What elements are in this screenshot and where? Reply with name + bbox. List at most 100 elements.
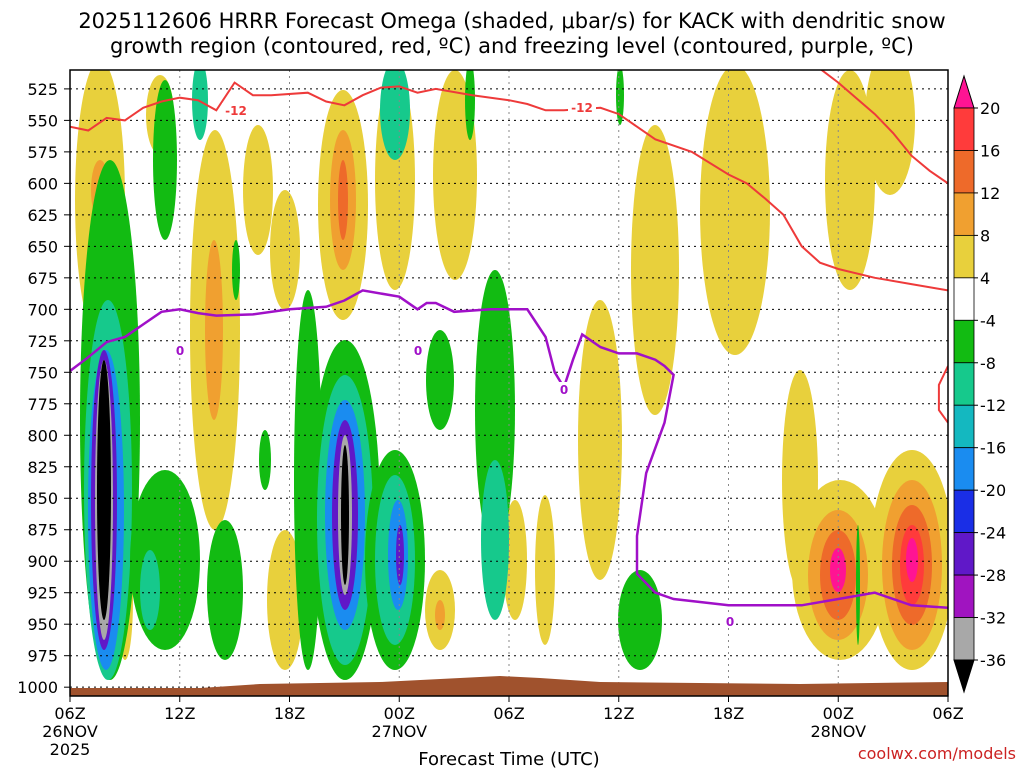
colorbar-tick-label: 16 bbox=[980, 141, 1000, 160]
omega-negative-area bbox=[396, 525, 404, 585]
terrain-strip bbox=[70, 676, 948, 696]
colorbar-swatch bbox=[953, 277, 975, 321]
omega-negative-area bbox=[481, 460, 509, 620]
omega-negative-area bbox=[207, 520, 243, 660]
colorbar-tick-label: 12 bbox=[980, 184, 1000, 203]
x-tick-label: 06Z bbox=[54, 704, 85, 723]
colorbar-swatch bbox=[953, 362, 975, 406]
y-tick-label: 825 bbox=[27, 458, 58, 477]
omega-negative-area bbox=[341, 445, 349, 585]
omega-negative-area bbox=[97, 360, 111, 620]
colorbar-tick-label: -8 bbox=[980, 354, 996, 373]
y-tick-label: 675 bbox=[27, 269, 58, 288]
colorbar-swatch bbox=[953, 150, 975, 194]
omega-positive-area bbox=[270, 190, 300, 310]
omega-negative-area bbox=[616, 70, 624, 125]
x-axis-label: Forecast Time (UTC) bbox=[418, 749, 599, 768]
omega-positive-area bbox=[338, 160, 348, 240]
colorbar-tick-label: -36 bbox=[980, 651, 1006, 670]
omega-negative-area bbox=[130, 470, 200, 650]
colorbar: 20 16 12 8 4 -4 -8 -12 -16 -20 -24 -28 -32 -36 bbox=[953, 74, 1006, 694]
y-tick-label: 550 bbox=[27, 111, 58, 130]
y-tick-label: 750 bbox=[27, 363, 58, 382]
omega-negative-area bbox=[153, 80, 177, 240]
omega-negative-area bbox=[465, 70, 475, 140]
omega-negative-area bbox=[140, 550, 160, 630]
dgz-contour-line bbox=[937, 365, 948, 424]
omega-positive-area bbox=[578, 300, 622, 580]
freezing-contour-label: 0 bbox=[176, 344, 184, 358]
x-tick-label: 06Z bbox=[932, 704, 963, 723]
omega-negative-area bbox=[618, 570, 662, 670]
colorbar-swatch bbox=[953, 107, 975, 151]
omega-positive-area bbox=[906, 538, 918, 582]
y-tick-label: 900 bbox=[27, 552, 58, 571]
x-tick-year-label: 2025 bbox=[50, 740, 91, 759]
x-tick-label: 12Z bbox=[164, 704, 195, 723]
y-tick-label: 775 bbox=[27, 395, 58, 414]
colorbar-swatch bbox=[953, 532, 975, 576]
y-tick-label: 525 bbox=[27, 80, 58, 99]
y-tick-label: 650 bbox=[27, 237, 58, 256]
y-tick-label: 700 bbox=[27, 300, 58, 319]
x-tick-label: 00Z bbox=[823, 704, 854, 723]
y-tick-label: 1000 bbox=[17, 678, 58, 697]
x-tick-date-label: 27NOV bbox=[371, 722, 427, 741]
freezing-contour-label: 0 bbox=[726, 615, 734, 629]
y-tick-label: 950 bbox=[27, 615, 58, 634]
colorbar-tick-label: 4 bbox=[980, 269, 990, 288]
contour-lines bbox=[70, 70, 948, 610]
credit-link[interactable]: coolwx.com/models bbox=[858, 744, 1016, 763]
omega-positive-area bbox=[267, 530, 303, 670]
omega-positive-area bbox=[243, 125, 273, 255]
colorbar-swatch bbox=[953, 319, 975, 364]
colorbar-swatch bbox=[953, 447, 975, 491]
omega-negative-area bbox=[232, 240, 240, 300]
omega-negative-area bbox=[426, 330, 454, 430]
omega-positive-area bbox=[205, 240, 223, 420]
omega-positive-area bbox=[865, 70, 915, 195]
colorbar-tick-label: -16 bbox=[980, 439, 1006, 458]
y-tick-label: 600 bbox=[27, 174, 58, 193]
dgz-contour-label: -12 bbox=[571, 101, 593, 115]
colorbar-swatch bbox=[953, 617, 975, 661]
y-tick-label: 925 bbox=[27, 584, 58, 603]
omega-negative-area bbox=[259, 430, 271, 490]
omega-negative-area bbox=[192, 70, 208, 140]
omega-positive-area bbox=[825, 70, 875, 290]
colorbar-arrow-top bbox=[953, 74, 975, 109]
colorbar-tick-label: -24 bbox=[980, 524, 1006, 543]
freezing-contour-label: 0 bbox=[560, 383, 568, 397]
x-tick-label: 18Z bbox=[713, 704, 744, 723]
freezing-level-contour-line bbox=[70, 289, 948, 610]
x-tick-label: 00Z bbox=[384, 704, 415, 723]
colorbar-tick-label: 8 bbox=[980, 226, 990, 245]
y-tick-label: 850 bbox=[27, 489, 58, 508]
colorbar-tick-label: -12 bbox=[980, 396, 1006, 415]
x-tick-date-label: 28NOV bbox=[810, 722, 866, 741]
colorbar-tick-label: -28 bbox=[980, 566, 1006, 585]
colorbar-tick-label: -4 bbox=[980, 311, 996, 330]
colorbar-swatch bbox=[953, 404, 975, 449]
colorbar-swatch bbox=[953, 192, 975, 236]
colorbar-swatch bbox=[953, 489, 975, 534]
omega-negative-area bbox=[380, 70, 410, 160]
dgz-contour-line bbox=[819, 70, 948, 185]
omega-positive-area bbox=[435, 600, 445, 630]
colorbar-tick-label: -32 bbox=[980, 609, 1006, 628]
x-tick-label: 06Z bbox=[493, 704, 524, 723]
omega-negative-area bbox=[856, 525, 860, 645]
colorbar-tick-label: 20 bbox=[980, 99, 1000, 118]
omega-positive-area bbox=[535, 495, 555, 645]
y-tick-label: 725 bbox=[27, 332, 58, 351]
y-axis: 525 550 575 600 625 650 675 700 725 750 775 800 825 8… bbox=[17, 80, 70, 697]
y-tick-label: 875 bbox=[27, 521, 58, 540]
freezing-contour-label: 0 bbox=[414, 344, 422, 358]
colorbar-tick-label: -20 bbox=[980, 481, 1006, 500]
y-tick-label: 975 bbox=[27, 647, 58, 666]
omega-positive-area bbox=[700, 70, 770, 355]
colorbar-swatch bbox=[953, 574, 975, 618]
y-tick-label: 575 bbox=[27, 143, 58, 162]
x-tick-date-label: 26NOV bbox=[42, 722, 98, 741]
